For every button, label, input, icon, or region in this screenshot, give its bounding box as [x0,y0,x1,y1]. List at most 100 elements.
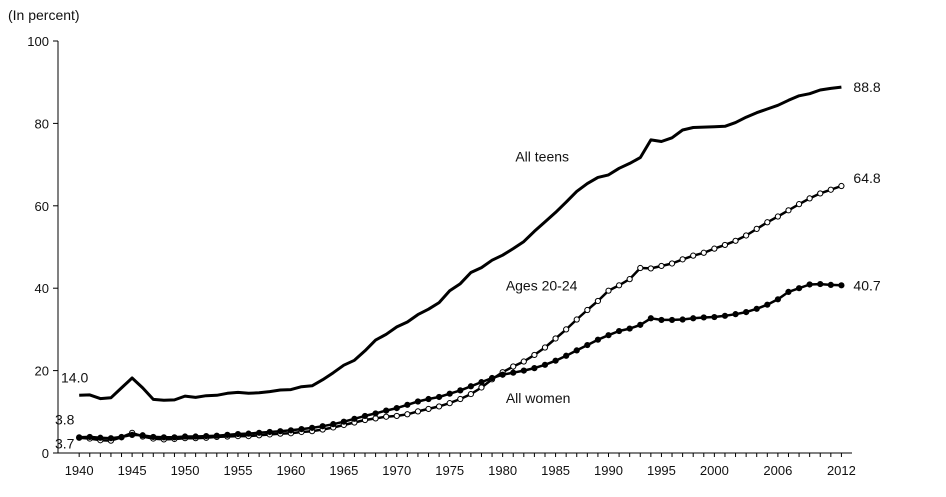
data-point [107,435,115,442]
x-tick-label: 1950 [171,463,200,478]
chart-series [76,85,845,444]
data-point [139,432,146,439]
data-point [393,404,400,412]
data-point [594,297,602,305]
data-point [541,344,549,351]
data-point [690,252,697,259]
data-point [520,367,527,374]
end-label-all-teens: 88.8 [853,79,880,95]
data-point [446,390,453,397]
data-point [594,336,602,343]
x-tick-label: 2006 [763,463,792,478]
data-point [721,312,729,319]
y-tick-label: 20 [35,364,49,379]
series-line [79,85,842,402]
data-point [827,281,834,289]
data-point [785,207,792,214]
data-point [86,433,93,441]
x-tick-label: 1995 [647,463,676,478]
data-point [203,433,210,440]
data-point [393,412,400,420]
data-point [774,213,781,220]
data-point [383,407,390,414]
data-point [743,232,750,239]
data-point [647,315,654,322]
annotation-all-women: All women [506,390,571,406]
data-point [563,326,570,333]
data-point [160,434,167,441]
x-tick-label: 1990 [594,463,623,478]
data-point [531,365,538,372]
data-point [615,327,623,335]
data-point [266,428,273,436]
data-point [785,288,792,296]
y-tick-labels: 0 20 40 60 80 100 [27,34,58,461]
data-point [319,423,326,430]
data-point [340,418,347,425]
x-tick-labels: 1940 1945 1950 1955 1960 1965 1970 1975 1980 1985… [65,453,856,478]
data-point [457,395,464,403]
data-point [404,401,411,408]
data-point [436,393,443,401]
data-point [298,426,305,433]
data-point [700,314,707,321]
data-point [541,361,549,368]
data-point [531,351,538,359]
x-tick-label: 1955 [224,463,253,478]
data-point [467,383,474,390]
data-point [679,316,686,323]
annotation-all-teens: All teens [515,148,569,164]
data-point [658,262,665,270]
data-point [414,398,422,405]
data-point [605,287,612,294]
data-point [700,249,707,256]
x-tick-label: 1985 [541,463,570,478]
series-all-women [76,280,845,442]
data-point [753,225,760,232]
series-ages-20-24 [76,182,845,444]
data-point [774,296,781,303]
data-point [372,410,379,417]
data-point [372,415,379,422]
x-tick-label: 1970 [382,463,411,478]
data-point [573,347,580,354]
start-label-all-teens: 14.0 [61,370,88,386]
data-point [806,281,813,288]
data-point [753,305,760,312]
data-point [97,434,104,441]
data-point [817,190,824,197]
data-point [192,433,199,440]
data-point [488,374,496,382]
data-point [764,301,771,308]
series-line [79,282,842,440]
data-point [436,403,443,410]
x-tick-label: 1975 [435,463,464,478]
data-point [584,341,591,349]
x-tick-label: 1945 [118,463,147,478]
x-tick-label: 2012 [827,463,856,478]
data-point [626,276,633,283]
data-point [711,313,718,321]
data-point [764,219,771,226]
y-tick-label: 0 [42,446,49,461]
annotation-ages-20-24: Ages 20-24 [506,278,578,294]
data-point [552,335,559,342]
data-point [732,237,739,244]
data-point [150,433,157,441]
data-point [277,428,284,435]
data-point [721,241,729,249]
data-point [224,431,231,438]
x-tick-label: 2000 [700,463,729,478]
data-point [129,431,136,438]
start-label-ages-20-24: 3.7 [55,435,75,451]
data-point [414,408,422,415]
y-tick-label: 40 [35,281,49,296]
y-tick-label: 80 [35,116,49,131]
data-point [838,182,845,190]
data-point [552,357,559,364]
data-point [425,405,432,413]
x-tick-label: 1960 [276,463,305,478]
data-point [446,400,453,407]
data-point [668,260,676,267]
